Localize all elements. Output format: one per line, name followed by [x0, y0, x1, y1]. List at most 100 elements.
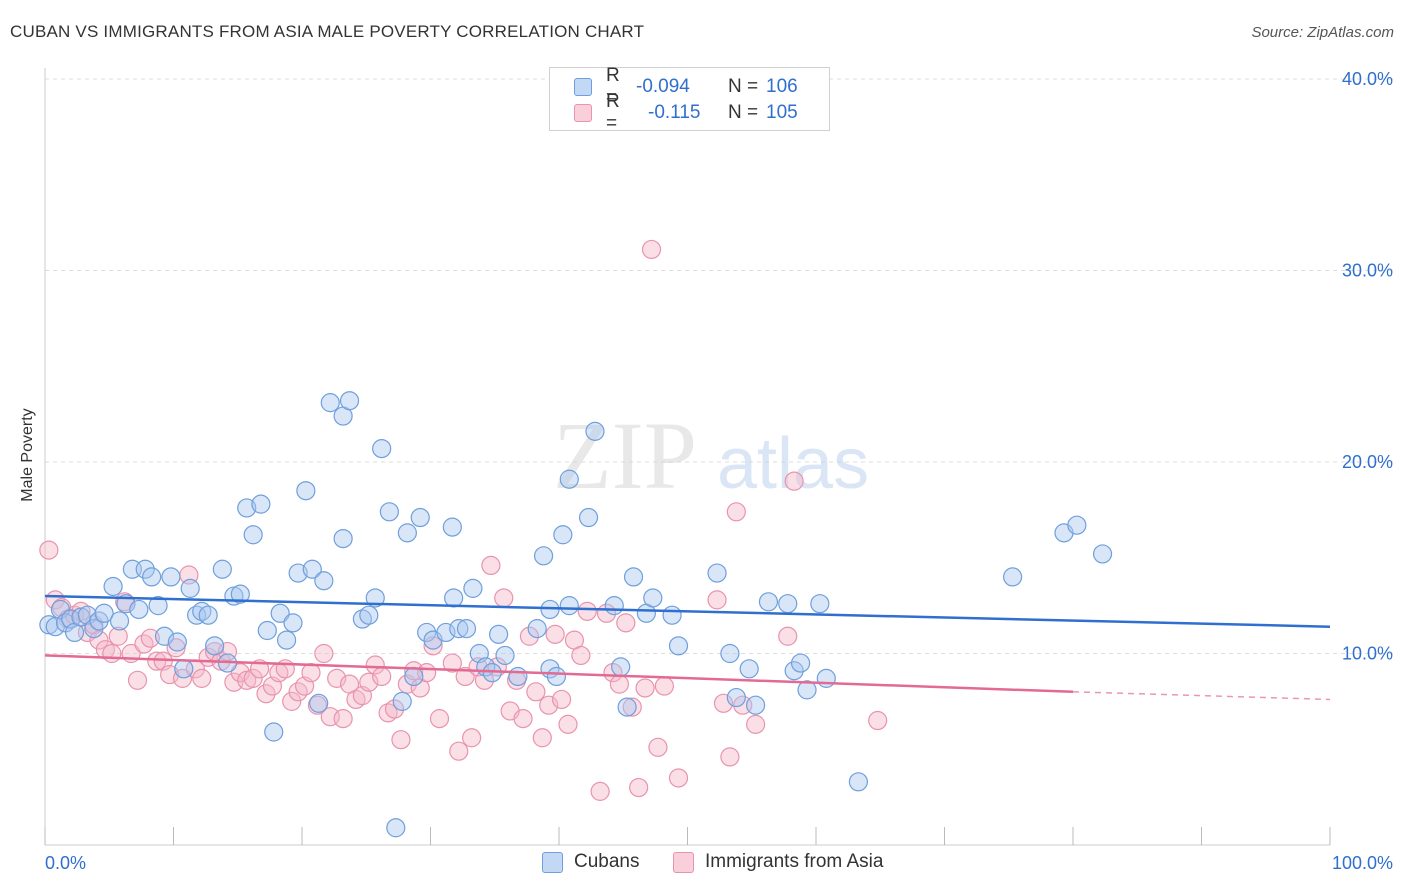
data-point [386, 818, 406, 838]
data-point [513, 709, 533, 729]
data-point [288, 563, 308, 583]
data-point [449, 741, 469, 761]
data-point [577, 601, 597, 621]
data-point [590, 781, 610, 801]
data-point [147, 651, 167, 671]
data-point [148, 596, 168, 616]
data-point [397, 523, 417, 543]
data-point [848, 772, 869, 792]
correlation-legend: R = -0.094 N = 106 R = -0.115 N = 105 [549, 65, 830, 134]
watermark: ZIP atlas [553, 402, 869, 509]
data-point [617, 697, 637, 717]
data-point [758, 592, 779, 612]
data-point [135, 559, 155, 579]
data-point [578, 507, 599, 528]
data-point [174, 659, 194, 679]
data-point [264, 722, 284, 742]
data-point [739, 659, 759, 679]
data-point [455, 666, 475, 687]
data-point [198, 605, 218, 625]
data-point [559, 596, 579, 616]
legend-item-cubans[interactable]: Cubans [542, 851, 640, 873]
data-point [553, 525, 573, 545]
legend-row-asia: R = -0.115 N = 105 [574, 91, 798, 134]
data-point [429, 709, 450, 729]
data-point [616, 613, 636, 633]
data-point [444, 588, 464, 608]
series-immigrants-from-asia [39, 239, 888, 801]
n-label: N = [728, 102, 759, 123]
data-point [609, 674, 629, 694]
data-point [746, 714, 766, 734]
axes [44, 68, 1331, 846]
data-point [442, 653, 462, 673]
data-point [495, 645, 515, 666]
data-point [129, 599, 149, 620]
data-point [1092, 544, 1113, 564]
data-point [545, 624, 565, 644]
data-point [868, 710, 888, 731]
y-tick-label: 10.0% [1342, 644, 1393, 664]
data-point [301, 663, 321, 683]
x-tick-label: 0.0% [45, 853, 86, 873]
data-point [392, 691, 412, 711]
data-point [622, 697, 642, 717]
data-point [167, 632, 187, 652]
data-point [726, 687, 746, 708]
data-point [314, 643, 334, 664]
data-point [108, 626, 128, 646]
data-point [641, 239, 662, 260]
data-point [187, 605, 207, 625]
y-tick-label: 40.0% [1342, 69, 1393, 89]
data-point [746, 695, 766, 715]
data-point [611, 657, 631, 677]
data-point [648, 737, 668, 757]
data-point [359, 605, 379, 625]
data-point [784, 661, 804, 681]
data-point [654, 676, 674, 696]
data-point [103, 576, 123, 597]
data-point [707, 563, 727, 583]
trend-line-asia-extension [1072, 691, 1331, 701]
tick-labels: 10.0% 20.0% 30.0% 40.0% 0.0% 100.0% [45, 69, 1393, 873]
data-point [270, 603, 290, 623]
source-label: Source: ZipAtlas.com [1251, 24, 1394, 41]
n-value: 105 [766, 102, 798, 123]
data-point [302, 559, 322, 579]
data-point [339, 391, 360, 411]
data-point [309, 693, 329, 713]
data-point [283, 613, 303, 633]
data-point [256, 684, 276, 704]
trend-line-cubans [44, 594, 1331, 628]
x-tick-label: 100.0% [1332, 853, 1393, 873]
data-point [463, 578, 483, 598]
data-point [45, 617, 65, 637]
y-tick-label: 20.0% [1342, 452, 1393, 472]
data-point [449, 619, 469, 639]
r-value: -0.115 [648, 102, 701, 123]
cubans-swatch [542, 851, 563, 873]
data-point [558, 714, 578, 734]
data-point [180, 578, 200, 598]
data-point [192, 668, 212, 688]
data-point [237, 498, 257, 518]
y-tick-label: 30.0% [1342, 261, 1393, 281]
data-point [320, 393, 340, 413]
data-point [372, 438, 392, 459]
data-point [372, 666, 392, 687]
n-label: N = [728, 76, 759, 97]
legend-item-asia[interactable]: Immigrants from Asia [673, 851, 883, 873]
data-point [296, 481, 316, 501]
data-point [442, 517, 462, 537]
data-point [391, 730, 411, 750]
data-point [89, 630, 109, 650]
data-point [102, 643, 122, 664]
data-point [559, 469, 579, 489]
data-point [489, 624, 509, 644]
watermark-zip: ZIP [553, 402, 697, 509]
legend-row-cubans: R = -0.094 N = 106 [574, 65, 798, 108]
asia-swatch [673, 851, 694, 873]
data-point [797, 680, 817, 700]
data-point [720, 747, 740, 767]
